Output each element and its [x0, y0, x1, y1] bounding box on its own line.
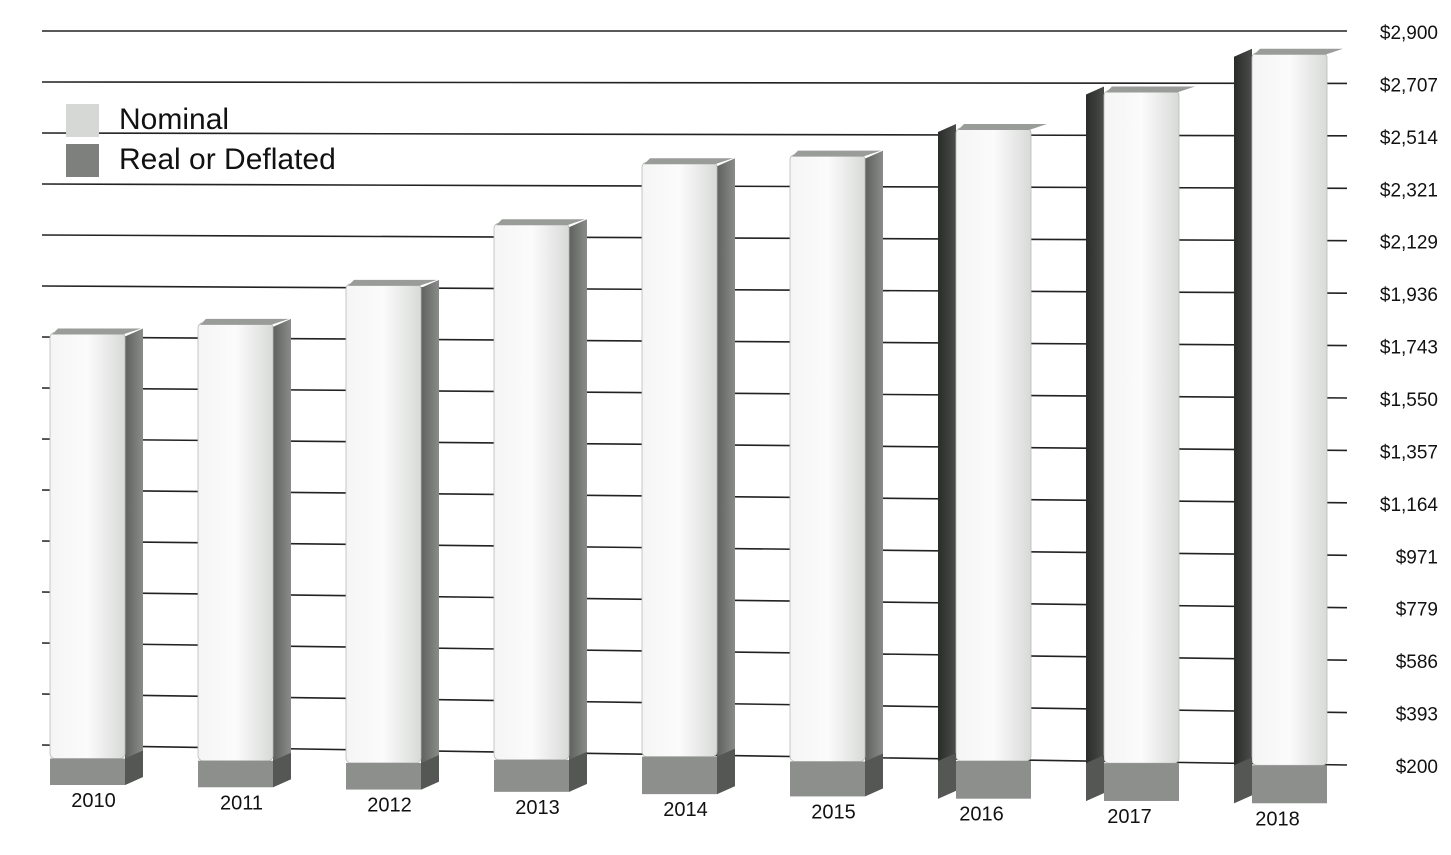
bar-real: [956, 760, 1031, 799]
bar-nominal: [641, 161, 718, 758]
bar-side-real: [273, 752, 291, 788]
bar-real: [642, 756, 717, 795]
bar-top-nominal: [348, 279, 437, 286]
bars: [49, 48, 1343, 804]
bar-real: [198, 760, 273, 788]
y-tick-label: $2,129: [1380, 233, 1438, 254]
legend-item-nominal: Nominal: [66, 100, 336, 140]
bar-side-nominal: [938, 124, 956, 799]
y-tick-label: $2,900: [1380, 23, 1438, 44]
bar-real: [790, 761, 865, 797]
y-tick-label: $971: [1396, 547, 1438, 568]
y-tick-label: $1,164: [1380, 495, 1439, 516]
y-tick-label: $1,357: [1380, 442, 1438, 463]
bar-nominal: [493, 222, 570, 761]
bar-side-nominal: [1234, 48, 1252, 804]
y-tick-label: $2,321: [1380, 180, 1438, 201]
bar-nominal: [789, 154, 866, 762]
y-tick-label: $1,936: [1380, 285, 1438, 306]
y-tick-label: $1,743: [1380, 338, 1438, 359]
x-tick-label: 2016: [959, 804, 1004, 826]
bar-side-real: [1234, 757, 1252, 804]
bar-nominal: [345, 283, 422, 764]
bar-top-nominal: [644, 158, 733, 165]
x-tick-label: 2013: [515, 797, 560, 819]
bar-side-nominal: [273, 318, 291, 788]
legend-label-nominal: Nominal: [119, 103, 230, 136]
x-tick-label: 2015: [811, 801, 856, 823]
x-tick-label: 2018: [1255, 808, 1300, 830]
bar-real: [494, 759, 569, 792]
bar-top-nominal: [958, 124, 1047, 131]
bar-side-real: [717, 748, 735, 795]
y-tick-label: $779: [1396, 600, 1438, 621]
x-tick-label: 2017: [1107, 806, 1152, 828]
y-tick-label: $393: [1396, 705, 1438, 726]
bar-side-real: [569, 751, 587, 792]
legend-item-real: Real or Deflated: [66, 140, 336, 180]
bar-top-nominal: [792, 150, 881, 157]
bar-top-nominal: [1254, 48, 1343, 55]
x-tick-label: 2012: [367, 795, 412, 817]
legend-swatch-nominal: [66, 103, 99, 137]
bar-side-real: [421, 754, 439, 790]
bar-nominal: [955, 127, 1032, 762]
x-tick-label: 2014: [663, 799, 708, 821]
legend-swatch-real: [66, 143, 99, 177]
bar-side-nominal: [865, 150, 883, 797]
bar-top-nominal: [200, 318, 289, 325]
bar-top-nominal: [496, 219, 585, 226]
bar-side-nominal: [125, 328, 143, 785]
bar-side-real: [125, 750, 143, 785]
y-tick-label: $1,550: [1380, 390, 1438, 411]
bar-side-real: [865, 753, 883, 797]
bar-side-nominal: [421, 279, 439, 790]
bar-real: [50, 758, 125, 785]
bar-side-real: [938, 752, 956, 799]
bar-real: [1252, 765, 1327, 804]
x-tick-label: 2011: [220, 792, 263, 814]
y-tick-label: $2,707: [1380, 75, 1438, 96]
bar-side-nominal: [717, 158, 735, 795]
y-axis-ticks: $200 $393 $586 $779 $971 $1,164 $1,357 $1,550 $1…: [1380, 23, 1439, 778]
bar-nominal: [1251, 52, 1328, 766]
x-tick-label: 2010: [71, 790, 116, 812]
bar-side-nominal: [1086, 86, 1104, 801]
bar-side-real: [1086, 755, 1104, 801]
bar-nominal: [1103, 90, 1180, 764]
gridline: [41, 81, 1348, 85]
x-axis-ticks: 2010 2011 2012 2013 2014 2015 2016 2017 2018: [71, 790, 1300, 830]
legend: Nominal Real or Deflated: [66, 100, 336, 180]
y-tick-label: $200: [1396, 757, 1438, 778]
bar-side-nominal: [569, 219, 587, 792]
y-tick-label: $586: [1396, 652, 1438, 673]
bar-nominal: [49, 332, 126, 759]
bar-nominal: [197, 322, 274, 762]
y-tick-label: $2,514: [1380, 128, 1439, 149]
bar-top-nominal: [1106, 86, 1195, 93]
legend-label-real: Real or Deflated: [119, 143, 336, 176]
bar-top-nominal: [52, 328, 141, 335]
bar-real: [346, 762, 421, 790]
bar-real: [1104, 763, 1179, 801]
